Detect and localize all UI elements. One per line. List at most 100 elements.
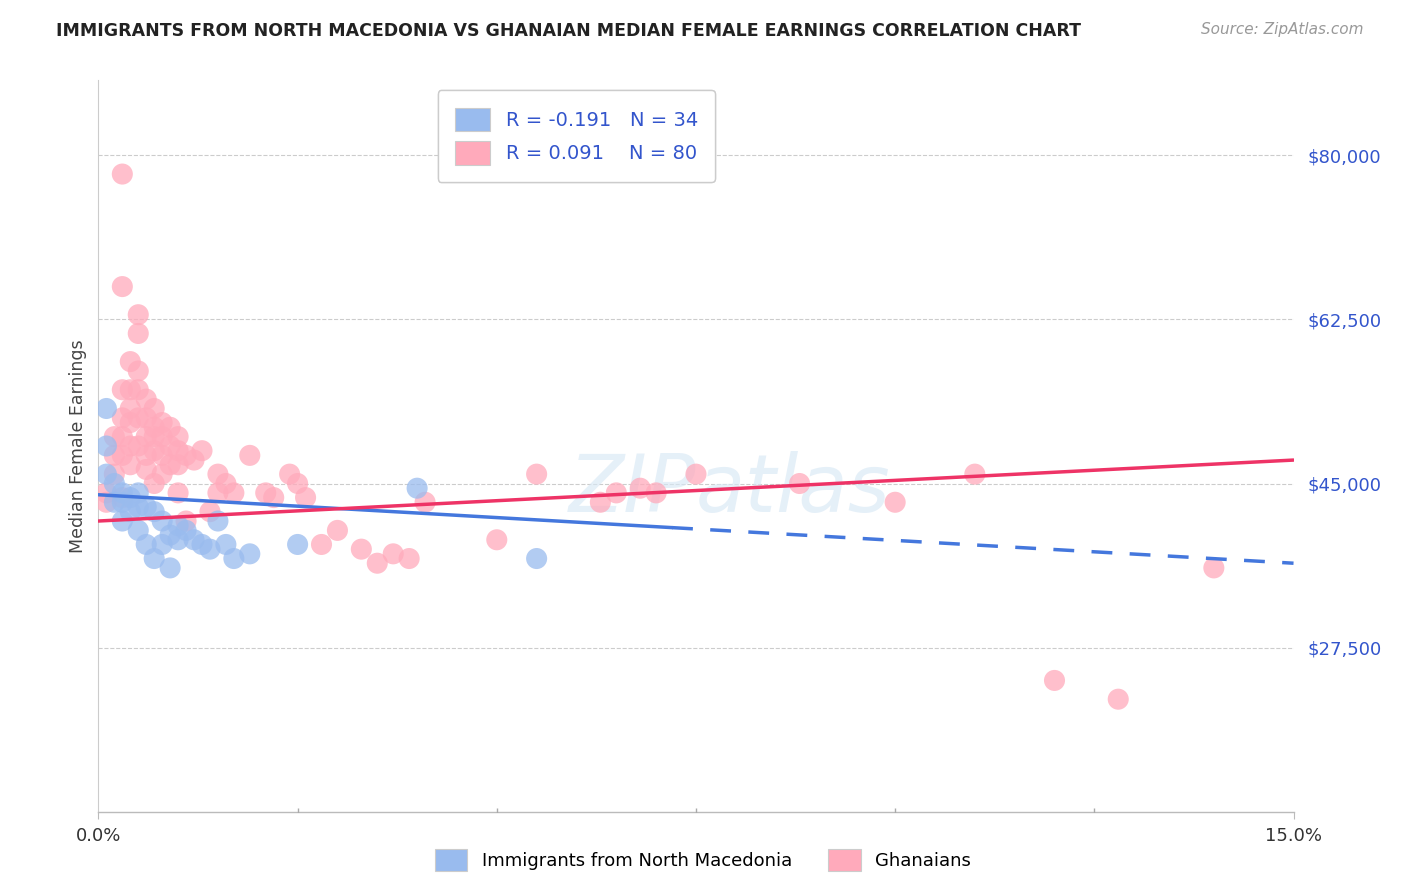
Point bbox=[174, 514, 197, 528]
Point bbox=[207, 486, 229, 500]
Point bbox=[111, 486, 134, 500]
Point bbox=[111, 429, 134, 443]
Point bbox=[150, 449, 173, 463]
Point bbox=[526, 551, 548, 566]
Point bbox=[103, 449, 125, 463]
Point bbox=[159, 561, 181, 575]
Point bbox=[278, 467, 301, 482]
Point bbox=[111, 167, 134, 181]
Point bbox=[120, 439, 142, 453]
Point bbox=[143, 476, 166, 491]
Point bbox=[111, 279, 134, 293]
Point bbox=[143, 429, 166, 443]
Point bbox=[183, 453, 205, 467]
Point bbox=[150, 416, 173, 430]
Point bbox=[143, 505, 166, 519]
Point bbox=[135, 392, 157, 406]
Point bbox=[127, 410, 149, 425]
Legend: R = -0.191   N = 34, R = 0.091    N = 80: R = -0.191 N = 34, R = 0.091 N = 80 bbox=[437, 90, 716, 182]
Point bbox=[207, 467, 229, 482]
Point bbox=[366, 556, 388, 570]
Point bbox=[263, 491, 285, 505]
Point bbox=[1107, 692, 1129, 706]
Point bbox=[127, 500, 149, 514]
Point bbox=[127, 364, 149, 378]
Point bbox=[135, 537, 157, 551]
Point bbox=[589, 495, 612, 509]
Point bbox=[1202, 561, 1225, 575]
Point bbox=[167, 458, 190, 472]
Point bbox=[159, 439, 181, 453]
Point bbox=[167, 486, 190, 500]
Point bbox=[111, 495, 134, 509]
Point bbox=[111, 491, 134, 505]
Point bbox=[135, 429, 157, 443]
Point bbox=[127, 524, 149, 538]
Point bbox=[120, 401, 142, 416]
Point bbox=[294, 491, 316, 505]
Point bbox=[111, 383, 134, 397]
Text: ZIP: ZIP bbox=[568, 450, 696, 529]
Point bbox=[287, 537, 309, 551]
Point bbox=[96, 495, 118, 509]
Text: IMMIGRANTS FROM NORTH MACEDONIA VS GHANAIAN MEDIAN FEMALE EARNINGS CORRELATION C: IMMIGRANTS FROM NORTH MACEDONIA VS GHANA… bbox=[56, 22, 1081, 40]
Point bbox=[120, 416, 142, 430]
Point bbox=[143, 401, 166, 416]
Point bbox=[120, 491, 142, 505]
Point bbox=[326, 524, 349, 538]
Point bbox=[222, 551, 245, 566]
Point bbox=[120, 505, 142, 519]
Point bbox=[96, 439, 118, 453]
Point bbox=[605, 486, 627, 500]
Point bbox=[111, 449, 134, 463]
Point bbox=[135, 500, 157, 514]
Point bbox=[198, 505, 221, 519]
Point bbox=[127, 383, 149, 397]
Point bbox=[111, 514, 134, 528]
Point bbox=[150, 514, 173, 528]
Point bbox=[350, 542, 373, 557]
Point bbox=[645, 486, 668, 500]
Point bbox=[159, 458, 181, 472]
Point bbox=[789, 476, 811, 491]
Text: atlas: atlas bbox=[696, 450, 891, 529]
Point bbox=[685, 467, 707, 482]
Point bbox=[413, 495, 436, 509]
Point bbox=[150, 537, 173, 551]
Point bbox=[183, 533, 205, 547]
Legend: Immigrants from North Macedonia, Ghanaians: Immigrants from North Macedonia, Ghanaia… bbox=[427, 842, 979, 879]
Point bbox=[143, 420, 166, 434]
Point bbox=[215, 537, 238, 551]
Point bbox=[167, 429, 190, 443]
Point bbox=[191, 443, 214, 458]
Point bbox=[406, 481, 429, 495]
Point bbox=[127, 439, 149, 453]
Point bbox=[311, 537, 333, 551]
Point bbox=[143, 443, 166, 458]
Point bbox=[120, 383, 142, 397]
Point bbox=[167, 533, 190, 547]
Point bbox=[159, 420, 181, 434]
Point bbox=[526, 467, 548, 482]
Point bbox=[143, 551, 166, 566]
Point bbox=[198, 542, 221, 557]
Point bbox=[167, 443, 190, 458]
Text: Source: ZipAtlas.com: Source: ZipAtlas.com bbox=[1201, 22, 1364, 37]
Point bbox=[150, 429, 173, 443]
Point bbox=[167, 518, 190, 533]
Y-axis label: Median Female Earnings: Median Female Earnings bbox=[69, 339, 87, 553]
Point bbox=[191, 537, 214, 551]
Point bbox=[127, 308, 149, 322]
Point bbox=[127, 486, 149, 500]
Point bbox=[120, 354, 142, 368]
Point bbox=[398, 551, 420, 566]
Point bbox=[222, 486, 245, 500]
Point bbox=[884, 495, 907, 509]
Point bbox=[150, 467, 173, 482]
Point bbox=[135, 449, 157, 463]
Point bbox=[485, 533, 508, 547]
Point bbox=[239, 547, 262, 561]
Point bbox=[127, 326, 149, 341]
Point bbox=[120, 458, 142, 472]
Point bbox=[963, 467, 986, 482]
